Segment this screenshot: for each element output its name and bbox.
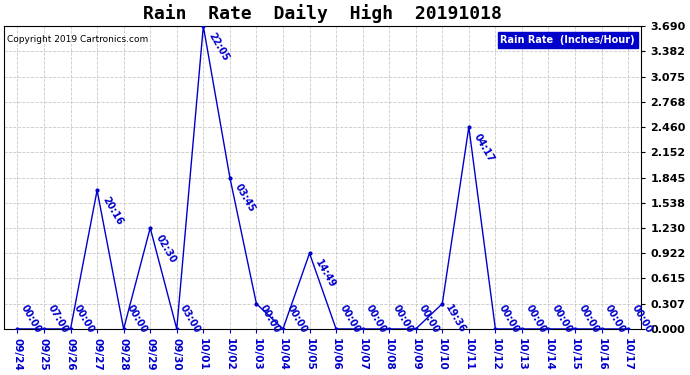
Text: 20:16: 20:16 <box>100 195 124 227</box>
Text: 03:45: 03:45 <box>233 182 257 214</box>
Text: 07:00: 07:00 <box>46 303 70 334</box>
Text: 02:30: 02:30 <box>153 233 177 265</box>
Text: 14:49: 14:49 <box>313 258 337 290</box>
Text: 00:00: 00:00 <box>629 303 653 334</box>
Text: 00:00: 00:00 <box>603 303 627 334</box>
Text: 00:00: 00:00 <box>417 303 441 334</box>
Text: Copyright 2019 Cartronics.com: Copyright 2019 Cartronics.com <box>8 35 148 44</box>
Text: 00:00: 00:00 <box>576 303 600 334</box>
Text: 00:00: 00:00 <box>284 303 308 334</box>
Text: 00:00: 00:00 <box>19 303 43 334</box>
Text: 19:36: 19:36 <box>444 303 468 334</box>
Text: 22:05: 22:05 <box>206 31 230 63</box>
Text: 00:00: 00:00 <box>391 303 415 334</box>
Text: Rain Rate  (Inches/Hour): Rain Rate (Inches/Hour) <box>500 35 635 45</box>
Text: 00:00: 00:00 <box>72 303 96 334</box>
Text: 04:17: 04:17 <box>472 132 496 164</box>
Text: 00:00: 00:00 <box>497 303 521 334</box>
Text: 03:00: 03:00 <box>178 303 202 334</box>
Text: 00:00: 00:00 <box>364 303 388 334</box>
Text: 00:00: 00:00 <box>550 303 574 334</box>
Text: 00:00: 00:00 <box>258 303 282 334</box>
Text: 00:00: 00:00 <box>337 303 362 334</box>
Text: 00:00: 00:00 <box>125 303 149 334</box>
Title: Rain  Rate  Daily  High  20191018: Rain Rate Daily High 20191018 <box>144 4 502 23</box>
Text: 00:00: 00:00 <box>523 303 547 334</box>
